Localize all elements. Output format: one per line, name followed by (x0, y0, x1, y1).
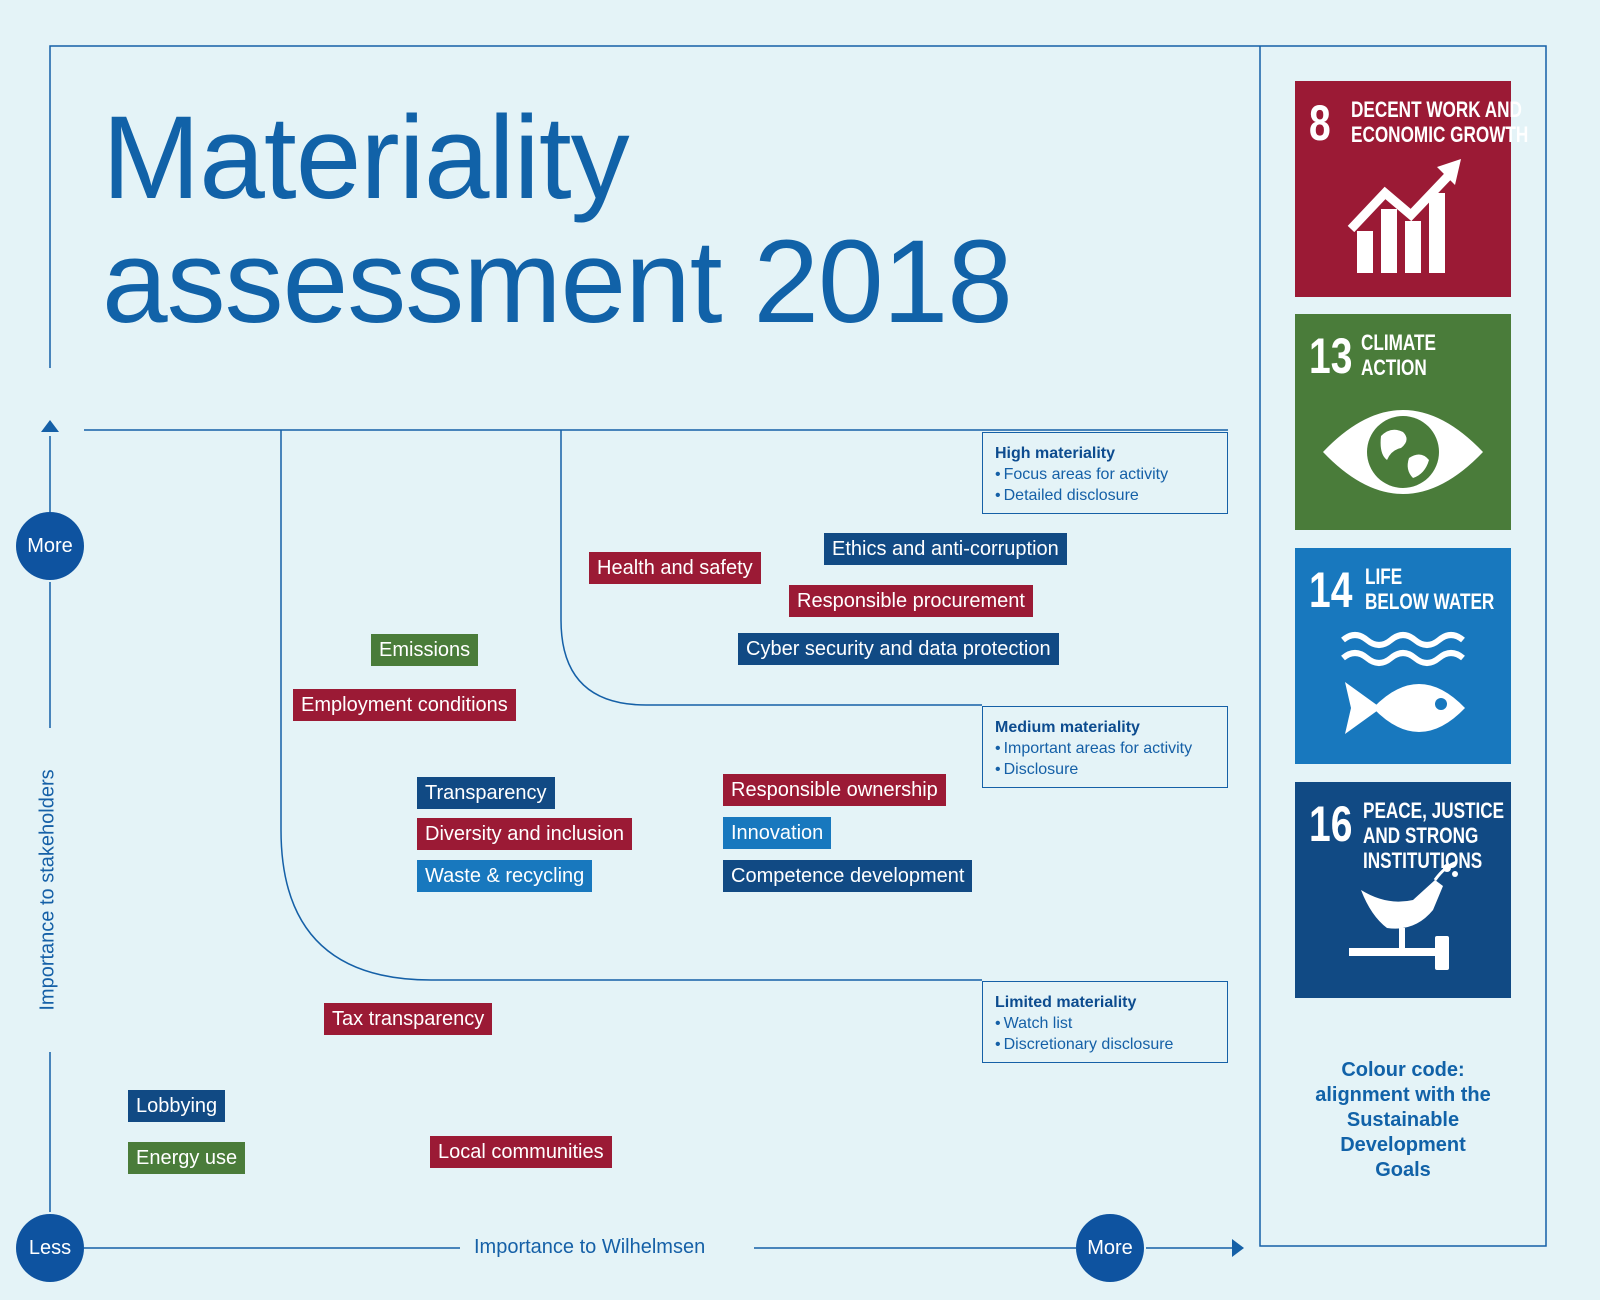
sdg-number: 13 (1309, 328, 1353, 384)
topic-energy-use: Energy use (128, 1142, 246, 1174)
x-axis-arrow-icon (1232, 1239, 1244, 1257)
topic-ethics: Ethics and anti-corruption (824, 533, 1067, 565)
sdg-number: 14 (1309, 562, 1353, 618)
sdg-title-line: BELOW WATER (1365, 589, 1495, 614)
legend-medium-item: Important areas for activity (995, 738, 1227, 759)
colour-code-line: Development (1340, 1134, 1466, 1156)
page-title: Materiality assessment 2018 (102, 92, 1013, 348)
sdg-title-line: AND STRONG (1363, 823, 1479, 848)
topic-diversity-and-inclusion: Diversity and inclusion (417, 818, 632, 850)
colour-code-caption: Colour code: alignment with the Sustaina… (1295, 1058, 1511, 1183)
topic-cyber-security: Cyber security and data protection (738, 633, 1059, 665)
globe-eye-icon (1323, 410, 1483, 494)
topic-innovation: Innovation (723, 817, 832, 849)
sdg-title-line: ACTION (1361, 355, 1427, 380)
sdg-title-line: DECENT WORK AND (1351, 97, 1522, 122)
legend-medium: Medium materiality Important areas for a… (982, 706, 1228, 788)
legend-medium-item: Disclosure (995, 759, 1227, 780)
sdg-title: DECENT WORK AND ECONOMIC GROWTH (1351, 97, 1528, 147)
topic-lobbying: Lobbying (128, 1090, 226, 1122)
y-more-badge: More (16, 512, 84, 580)
legend-limited: Limited materiality Watch list Discretio… (982, 981, 1228, 1063)
colour-code-line: Goals (1375, 1159, 1431, 1181)
topic-local-communities: Local communities (430, 1136, 612, 1168)
topic-responsible-procurement: Responsible procurement (789, 585, 1033, 617)
topic-employment-conditions: Employment conditions (293, 689, 516, 721)
sdg-title-line: PEACE, JUSTICE (1363, 798, 1505, 823)
growth-chart-icon (1347, 159, 1461, 273)
sdg-8-tile: 8 DECENT WORK AND ECONOMIC GROWTH (1295, 81, 1528, 297)
topic-transparency: Transparency (417, 777, 555, 809)
topic-tax-transparency: Tax transparency (324, 1003, 493, 1035)
legend-limited-item: Watch list (995, 1013, 1227, 1034)
title-line-2: assessment 2018 (102, 216, 1013, 348)
sdg-16-tile: 16 PEACE, JUSTICE AND STRONG INSTITUTION… (1295, 782, 1511, 998)
legend-high-item: Focus areas for activity (995, 464, 1227, 485)
sdg-title-line: LIFE (1365, 564, 1403, 589)
topic-waste-recycling: Waste & recycling (417, 860, 593, 892)
dove-gavel-icon (1349, 860, 1458, 970)
sdg-number: 16 (1309, 796, 1353, 852)
legend-high-title: High materiality (995, 445, 1116, 462)
legend-limited-title: Limited materiality (995, 994, 1137, 1011)
sdg-title-line: CLIMATE (1361, 330, 1436, 355)
topic-responsible-ownership: Responsible ownership (723, 774, 946, 806)
outer-frame (49, 45, 1547, 1247)
legend-high: High materiality Focus areas for activit… (982, 432, 1228, 514)
y-axis-arrow-icon (41, 420, 59, 432)
colour-code-line: alignment with the (1315, 1084, 1491, 1106)
sdg-title-line: INSTITUTIONS (1363, 848, 1483, 873)
sdg-title: CLIMATE ACTION (1361, 330, 1436, 380)
topic-competence-development: Competence development (723, 860, 973, 892)
sdg-14-tile: 14 LIFE BELOW WATER (1295, 548, 1511, 764)
legend-high-item: Detailed disclosure (995, 485, 1227, 506)
colour-code-line: Sustainable (1346, 1109, 1460, 1131)
x-axis-label: Importance to Wilhelmsen (474, 1236, 706, 1258)
fish-waves-icon (1341, 632, 1465, 734)
topic-health-and-safety: Health and safety (589, 552, 761, 584)
x-more-badge: More (1076, 1214, 1144, 1282)
sdg-title: PEACE, JUSTICE AND STRONG INSTITUTIONS (1363, 798, 1504, 873)
sdg-number: 8 (1309, 95, 1331, 151)
sdg-title: LIFE BELOW WATER (1365, 564, 1494, 614)
legend-medium-title: Medium materiality (995, 719, 1140, 736)
colour-code-line: Colour code: (1341, 1059, 1465, 1081)
y-axis-label: Importance to stakeholders (36, 769, 59, 1011)
medium-boundary (280, 430, 982, 981)
high-boundary (560, 430, 982, 706)
title-line-1: Materiality (102, 92, 630, 224)
sdg-13-tile: 13 CLIMATE ACTION (1295, 314, 1511, 530)
sdg-title-line: ECONOMIC GROWTH (1351, 122, 1529, 147)
origin-less-badge: Less (16, 1214, 84, 1282)
topic-emissions: Emissions (371, 634, 479, 666)
legend-limited-item: Discretionary disclosure (995, 1034, 1227, 1055)
